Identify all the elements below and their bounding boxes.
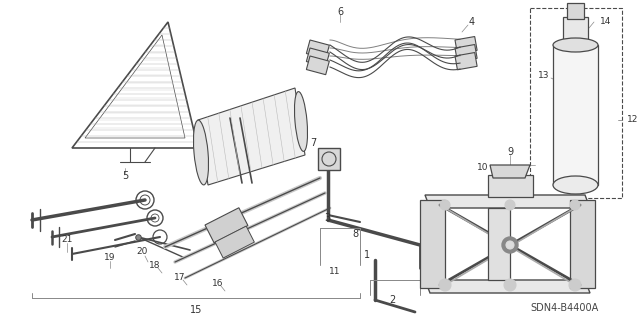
Bar <box>307 48 330 67</box>
Text: 5: 5 <box>122 171 128 181</box>
Circle shape <box>569 279 581 291</box>
Bar <box>488 208 510 280</box>
Text: 6: 6 <box>337 7 343 17</box>
Polygon shape <box>198 88 305 185</box>
Polygon shape <box>425 195 590 208</box>
Text: 20: 20 <box>136 248 148 256</box>
Circle shape <box>502 237 518 253</box>
Text: 11: 11 <box>329 268 340 277</box>
Bar <box>563 17 588 47</box>
Text: 3: 3 <box>324 213 330 223</box>
Text: 2: 2 <box>389 295 395 305</box>
Polygon shape <box>570 200 595 288</box>
Text: 15: 15 <box>190 305 202 315</box>
Text: 13: 13 <box>538 70 550 79</box>
Text: 9: 9 <box>507 147 513 157</box>
Circle shape <box>504 279 516 291</box>
Ellipse shape <box>294 92 308 152</box>
Text: 10: 10 <box>477 164 488 173</box>
Text: SDN4-B4400A: SDN4-B4400A <box>530 303 598 313</box>
Bar <box>567 3 584 19</box>
Bar <box>553 45 598 185</box>
Bar <box>455 53 477 70</box>
Text: 7: 7 <box>310 138 316 148</box>
Bar <box>307 40 330 59</box>
Text: 16: 16 <box>212 278 224 287</box>
Text: 1: 1 <box>364 250 370 260</box>
Polygon shape <box>425 280 590 293</box>
Bar <box>455 45 477 62</box>
Circle shape <box>506 241 514 249</box>
Bar <box>215 226 254 258</box>
Text: 19: 19 <box>104 254 116 263</box>
Text: 4: 4 <box>469 17 475 27</box>
Bar <box>205 208 248 243</box>
Circle shape <box>440 200 450 210</box>
Bar <box>307 56 330 75</box>
Circle shape <box>570 200 580 210</box>
Text: 17: 17 <box>174 272 186 281</box>
Polygon shape <box>420 200 445 288</box>
Ellipse shape <box>193 120 209 185</box>
Circle shape <box>505 200 515 210</box>
Circle shape <box>439 279 451 291</box>
Bar <box>455 37 477 54</box>
Text: 12: 12 <box>627 115 638 124</box>
Text: 14: 14 <box>600 18 612 26</box>
Ellipse shape <box>553 38 598 52</box>
Text: 18: 18 <box>149 261 161 270</box>
Text: 21: 21 <box>61 235 73 244</box>
Bar <box>318 148 340 170</box>
Bar <box>530 8 622 198</box>
Polygon shape <box>490 165 530 178</box>
Ellipse shape <box>553 176 598 194</box>
Bar <box>488 175 533 197</box>
Text: 8: 8 <box>352 229 358 239</box>
